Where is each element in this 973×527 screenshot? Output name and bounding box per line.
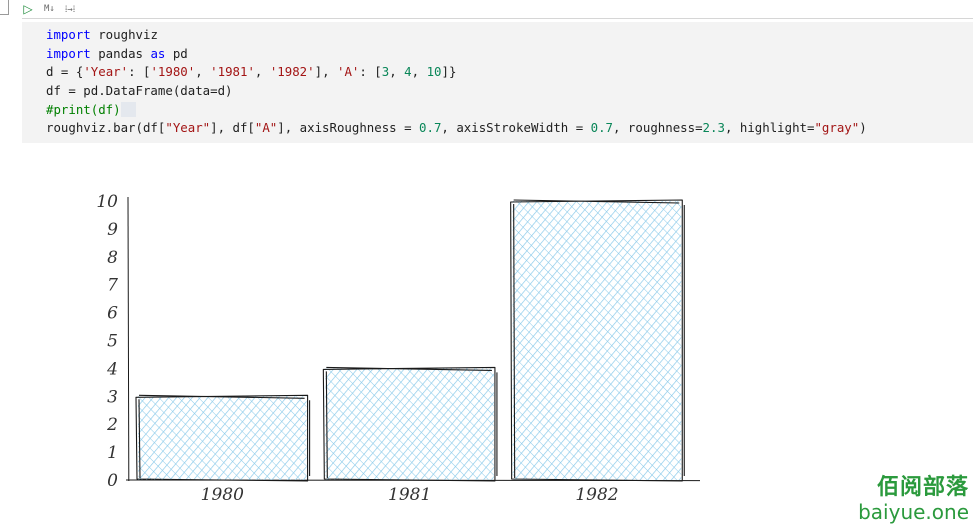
bar-crosshatch — [512, 201, 682, 480]
code-token: , highlight= — [724, 120, 815, 136]
code-token: pandas — [90, 45, 151, 61]
code-token: as — [150, 45, 166, 61]
bar-outline — [322, 366, 498, 482]
y-tick-label: 5 — [107, 332, 118, 352]
code-text[interactable]: import roughviz import pandas as pd d = {'… — [46, 26, 867, 138]
code-cell-editor[interactable]: import roughviz import pandas as pd d = {'… — [22, 22, 973, 143]
y-axis-line — [127, 196, 130, 482]
bar-chart: 0 1 2 3 4 5 6 7 8 9 10 1980 1981 1982 — [96, 192, 701, 505]
watermark-url: baiyue.one — [858, 500, 969, 524]
code-line[interactable]: d = {'Year': ['1980', '1981', '1982'], '… — [46, 63, 867, 82]
code-token: df = pd.DataFrame(data=d) — [46, 83, 233, 99]
code-token: roughviz.bar(df[ — [46, 120, 166, 136]
watermark: 佰阅部落 baiyue.one — [858, 475, 969, 523]
code-token: "A" — [254, 120, 278, 136]
y-tick-label: 4 — [106, 359, 118, 379]
code-token: 2.3 — [702, 120, 725, 136]
code-line[interactable]: df = pd.DataFrame(data=d) — [46, 82, 867, 101]
watermark-title: 佰阅部落 — [876, 475, 969, 500]
code-token: ], df[ — [210, 120, 255, 136]
code-token: '1980' — [150, 64, 196, 80]
code-line[interactable]: roughviz.bar(df["Year"], df["A"], axisRo… — [46, 119, 867, 138]
code-token: import — [46, 45, 91, 61]
code-token: ) — [859, 120, 867, 136]
code-token — [120, 101, 136, 117]
split-cell-icon[interactable]: ⁞→⁞ — [64, 4, 76, 15]
code-token: , — [411, 64, 427, 80]
code-token: "Year" — [165, 120, 211, 136]
code-token: #print(df) — [46, 101, 121, 117]
code-token: , — [254, 64, 270, 80]
code-line[interactable]: #print(df) — [46, 101, 867, 120]
code-token: import — [46, 27, 91, 42]
code-token: 'Year' — [83, 64, 129, 80]
x-tick-label: 1981 — [388, 485, 431, 505]
bar-outline — [135, 394, 311, 482]
bar-crosshatch — [325, 368, 494, 480]
code-token: pd — [165, 45, 188, 61]
bar-crosshatch — [138, 396, 307, 480]
code-token: , — [195, 64, 211, 80]
y-tick-label: 9 — [107, 220, 118, 240]
code-token: '1981' — [210, 64, 255, 80]
code-token: "gray" — [814, 120, 860, 136]
y-tick-label: 7 — [107, 276, 118, 296]
y-tick-label: 3 — [107, 387, 118, 407]
y-tick-label: 1 — [107, 443, 118, 463]
code-token: , axisStrokeWidth = — [441, 120, 591, 136]
cell-bracket — [0, 0, 9, 15]
run-cell-icon[interactable]: ▷ — [23, 2, 33, 16]
code-token: 0.7 — [590, 120, 614, 136]
code-token: 3 — [381, 64, 390, 80]
code-token: '1982' — [269, 64, 315, 80]
code-token: : [ — [128, 64, 151, 80]
cell-toolbar: ▷ M↓ ⁞→⁞ — [22, 0, 973, 19]
code-token: ], — [314, 64, 337, 80]
x-tick-label: 1982 — [575, 485, 618, 505]
code-token: roughviz — [90, 27, 158, 42]
x-tick-label: 1980 — [201, 485, 244, 505]
code-token: ]} — [441, 64, 457, 80]
code-token: 4 — [404, 64, 412, 80]
markdown-toggle-button[interactable]: M↓ — [44, 4, 55, 14]
code-line[interactable]: import pandas as pd — [46, 45, 867, 64]
code-token: ], axisRoughness = — [277, 120, 420, 136]
code-token: , roughness= — [613, 120, 703, 136]
code-token: , — [389, 64, 405, 80]
code-token: d = { — [46, 64, 84, 80]
code-token: 'A' — [337, 64, 360, 80]
code-token: 10 — [426, 64, 442, 80]
code-token: : [ — [359, 64, 382, 80]
y-tick-label: 0 — [107, 471, 118, 491]
y-tick-label: 6 — [107, 304, 118, 324]
bar-outline — [510, 199, 685, 482]
y-tick-label: 10 — [96, 192, 118, 212]
y-tick-label: 8 — [107, 248, 118, 268]
code-token: 0.7 — [419, 120, 442, 136]
code-line[interactable]: import roughviz — [46, 26, 867, 45]
y-tick-label: 2 — [106, 415, 118, 435]
